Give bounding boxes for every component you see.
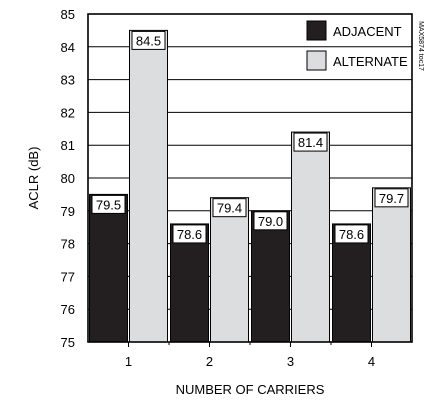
- data-label: 79.5: [96, 197, 121, 212]
- data-labels: 79.5 84.5 78.6 79.4 79.0 81.4 78.6 79.7: [91, 30, 409, 244]
- x-tick-label: 3: [287, 354, 294, 369]
- data-label-box: [293, 132, 328, 152]
- x-tick-label: 2: [206, 354, 213, 369]
- data-label-box: [172, 224, 207, 244]
- bar-adjacent-3: [251, 210, 290, 343]
- data-label: 78.6: [177, 227, 202, 242]
- y-tick-label: 81: [61, 138, 75, 153]
- y-tick-label: 82: [61, 105, 75, 120]
- y-tick-label: 80: [61, 171, 75, 186]
- y-tick-label: 83: [61, 73, 75, 88]
- legend-label-adjacent: ADJACENT: [333, 24, 402, 39]
- bar-alternate-3: [291, 131, 330, 343]
- data-label: 84.5: [136, 33, 161, 48]
- data-label: 79.0: [258, 214, 283, 229]
- y-tick-label: 79: [61, 204, 75, 219]
- data-label-box: [334, 224, 369, 244]
- bars: [89, 29, 411, 343]
- data-label: 78.6: [339, 227, 364, 242]
- x-tick-labels: 1 2 3 4: [125, 342, 375, 369]
- data-label: 79.7: [379, 191, 404, 206]
- x-tick-label: 4: [368, 354, 375, 369]
- bar-alternate-2: [210, 197, 249, 343]
- bar-adjacent-1: [89, 193, 128, 343]
- x-axis-label: NUMBER OF CARRIERS: [176, 382, 325, 397]
- data-label: 79.4: [217, 201, 242, 216]
- figure-code: MAX5874 toc17: [417, 21, 424, 71]
- y-tick-label: 75: [61, 335, 75, 350]
- bar-alternate-4: [372, 187, 411, 343]
- data-label-box: [374, 188, 409, 208]
- y-tick-label: 85: [61, 7, 75, 22]
- y-tick-label: 84: [61, 40, 75, 55]
- data-label-box: [253, 211, 288, 231]
- y-tick-label: 77: [61, 269, 75, 284]
- y-tick-label: 78: [61, 237, 75, 252]
- data-label-box: [91, 194, 126, 214]
- bar-adjacent-2: [170, 223, 209, 343]
- legend: ADJACENT ALTERNATE: [306, 20, 408, 71]
- data-label: 81.4: [298, 135, 323, 150]
- data-label-box: [212, 198, 247, 218]
- bar-alternate-1: [129, 29, 168, 343]
- x-tick-label: 1: [125, 354, 132, 369]
- y-tick-labels: 75 76 77 78 79 80 81 82 83 84 85: [61, 7, 75, 350]
- y-axis-label: ACLR (dB): [26, 147, 41, 210]
- legend-label-alternate: ALTERNATE: [333, 54, 408, 69]
- legend-swatch-alternate: [306, 50, 327, 71]
- plot-frame: [87, 13, 413, 343]
- legend-swatch-adjacent: [306, 20, 327, 41]
- data-label-box: [131, 30, 166, 50]
- y-tick-label: 76: [61, 302, 75, 317]
